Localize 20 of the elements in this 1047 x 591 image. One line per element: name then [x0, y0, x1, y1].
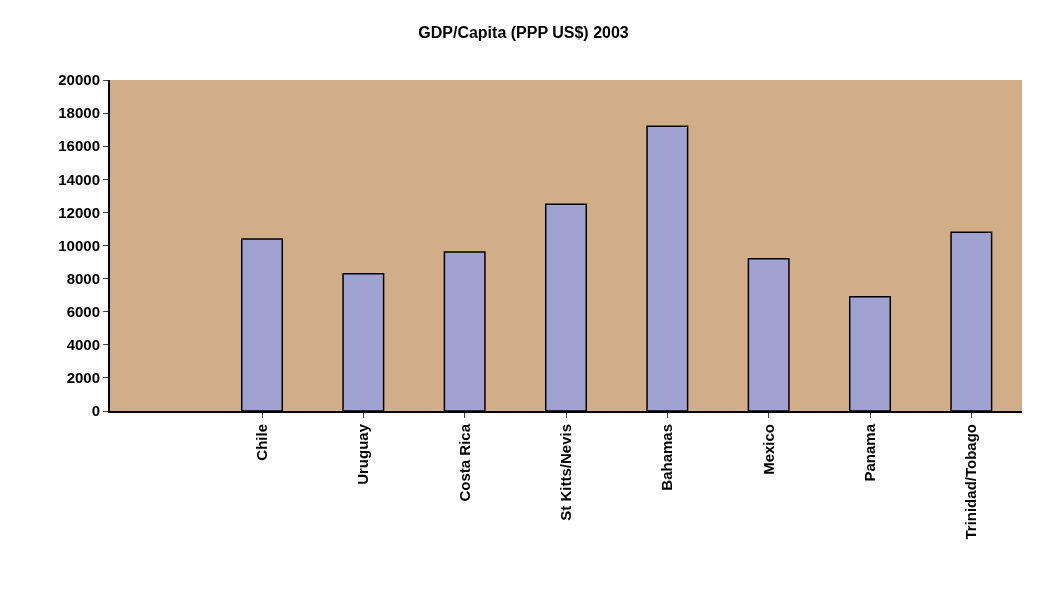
- x-tick-label: Mexico: [759, 424, 777, 475]
- x-tick-label: St Kitts/Nevis: [556, 424, 574, 521]
- y-tick-label: 14000: [58, 170, 100, 188]
- y-tick-label: 0: [91, 402, 100, 420]
- chart-title: GDP/Capita (PPP US$) 2003: [418, 23, 629, 41]
- y-tick-label: 20000: [58, 71, 100, 89]
- y-tick-label: 12000: [58, 203, 100, 221]
- y-tick-label: 2000: [66, 369, 100, 387]
- y-tick-label: 18000: [58, 104, 100, 122]
- x-tick-label: Bahamas: [658, 424, 676, 491]
- y-tick-label: 16000: [58, 137, 100, 155]
- x-tick-label: Costa Rica: [455, 423, 473, 502]
- y-tick-label: 6000: [66, 302, 100, 320]
- x-tick-label: Panama: [860, 423, 878, 482]
- y-tick-label: 8000: [66, 269, 100, 287]
- x-tick-label: Uruguay: [354, 423, 372, 485]
- x-tick-label: Chile: [252, 424, 270, 461]
- y-tick-label: 4000: [66, 336, 100, 354]
- x-tick-label: Trinidad/Tobago: [962, 424, 980, 540]
- y-tick-label: 10000: [58, 236, 100, 254]
